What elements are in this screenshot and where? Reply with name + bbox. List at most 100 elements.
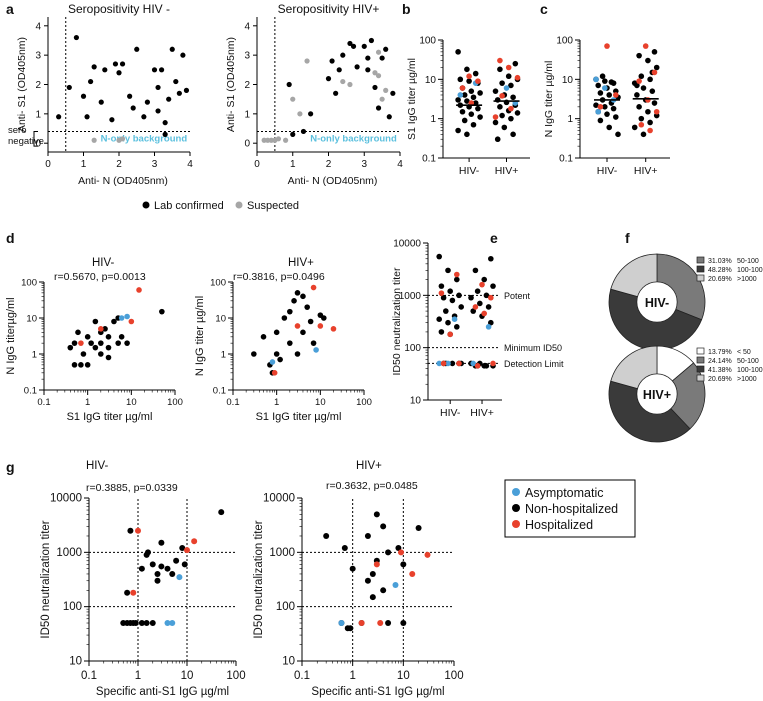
data-point [380,587,387,594]
data-point [71,340,78,346]
data-point [512,60,519,67]
data-point [130,589,137,596]
x-tick-label: 1 [349,670,355,682]
data-point [457,92,464,98]
data-point [91,137,97,143]
data-point [144,99,150,105]
y-tick-label: 1000 [269,547,295,559]
data-point [494,136,501,143]
data-point [613,114,619,120]
data-point [271,370,278,376]
chart-stats: r=0.3816, p=0.0496 [233,271,325,283]
y-tick-label: 0.1 [213,386,226,397]
data-point [456,360,462,367]
data-point [180,52,186,58]
legend-a-lab-label: Lab confirmed [154,200,224,212]
data-point [472,70,479,77]
data-point [281,315,288,321]
pie-legend-range: 100-1000 [737,367,763,374]
data-point [88,78,94,85]
data-point [424,551,431,558]
x-tick-label: 4 [397,159,403,170]
data-point [105,334,112,340]
data-point [645,57,651,64]
data-point [66,84,72,91]
chart-stats: r=0.3632, p=0.0485 [326,480,418,492]
data-point [470,94,477,101]
data-point [645,97,651,103]
data-point [400,561,407,568]
y-tick-label: 100 [21,278,37,289]
y-tick-label: 1 [35,109,41,120]
y-tick-label: 10000 [393,239,421,250]
data-point [651,49,658,55]
chart-b: 0.1 1 10 100 HIV- HIV+ S1 IgG titer µg/ml [406,36,530,177]
data-point [415,525,422,532]
data-point [447,288,454,294]
panel-label-d: d [6,230,15,246]
data-point [78,340,84,346]
data-point [634,92,640,98]
chart-title: Seropositivity HIV+ [278,2,380,16]
data-point [638,115,645,122]
data-point [143,620,150,627]
x-tick-label: 2 [116,159,122,170]
sero-negative-bracket [33,130,38,147]
data-point [485,324,492,330]
x-tick-label: 1 [274,397,279,408]
data-point [111,318,117,325]
data-point [497,104,503,110]
x-tick-label: 100 [226,670,245,682]
data-point [456,292,462,299]
data-point [383,87,389,93]
panel-label-f: f [625,230,630,246]
data-point [436,316,443,322]
x-tick-label: 1 [85,397,90,408]
pie-legend-swatch [696,256,705,264]
y-tick-label: 4 [35,21,41,32]
x-axis-title: S1 IgG titer µg/ml [256,411,342,423]
data-point [158,539,165,546]
data-point [608,79,615,85]
data-point [647,119,653,126]
data-point [287,308,293,315]
y-tick-label: 10 [410,396,422,407]
data-point [251,351,257,357]
data-point [78,362,84,368]
pie-legend-swatch [696,347,705,355]
data-point [286,81,292,88]
data-point [169,570,176,577]
data-point [269,359,276,365]
data-point [290,131,296,137]
data-point [438,329,445,335]
y-tick-label: 3 [244,51,250,62]
data-point [508,82,514,89]
data-point [485,304,492,310]
data-point [169,46,175,52]
chart-e: 10 100 1000 10000 HIV- HIV+ ID50 neutralizatio… [391,239,564,420]
data-point [636,78,642,84]
data-point [164,620,171,627]
legend-g: Asymptomatic Non-hospitalized Hospitaliz… [504,479,636,538]
data-point [260,334,267,340]
data-point [468,111,475,117]
data-point [651,69,658,76]
data-point [599,73,606,80]
data-point [358,620,365,627]
data-point [98,99,104,105]
data-point [604,111,610,117]
data-point [602,85,608,91]
data-point [466,78,472,84]
pie-legend-range: < 50 [737,349,751,356]
annotation-n-only: N-only background [101,134,188,145]
y-tick-label: 100 [276,601,295,613]
data-point [135,527,141,534]
data-point [336,67,342,73]
data-point [176,90,182,96]
data-point [455,49,461,55]
data-point [379,55,385,61]
data-point [347,40,353,47]
data-point [613,92,619,98]
data-point [499,80,505,86]
x-tick-label: 1 [135,670,141,682]
